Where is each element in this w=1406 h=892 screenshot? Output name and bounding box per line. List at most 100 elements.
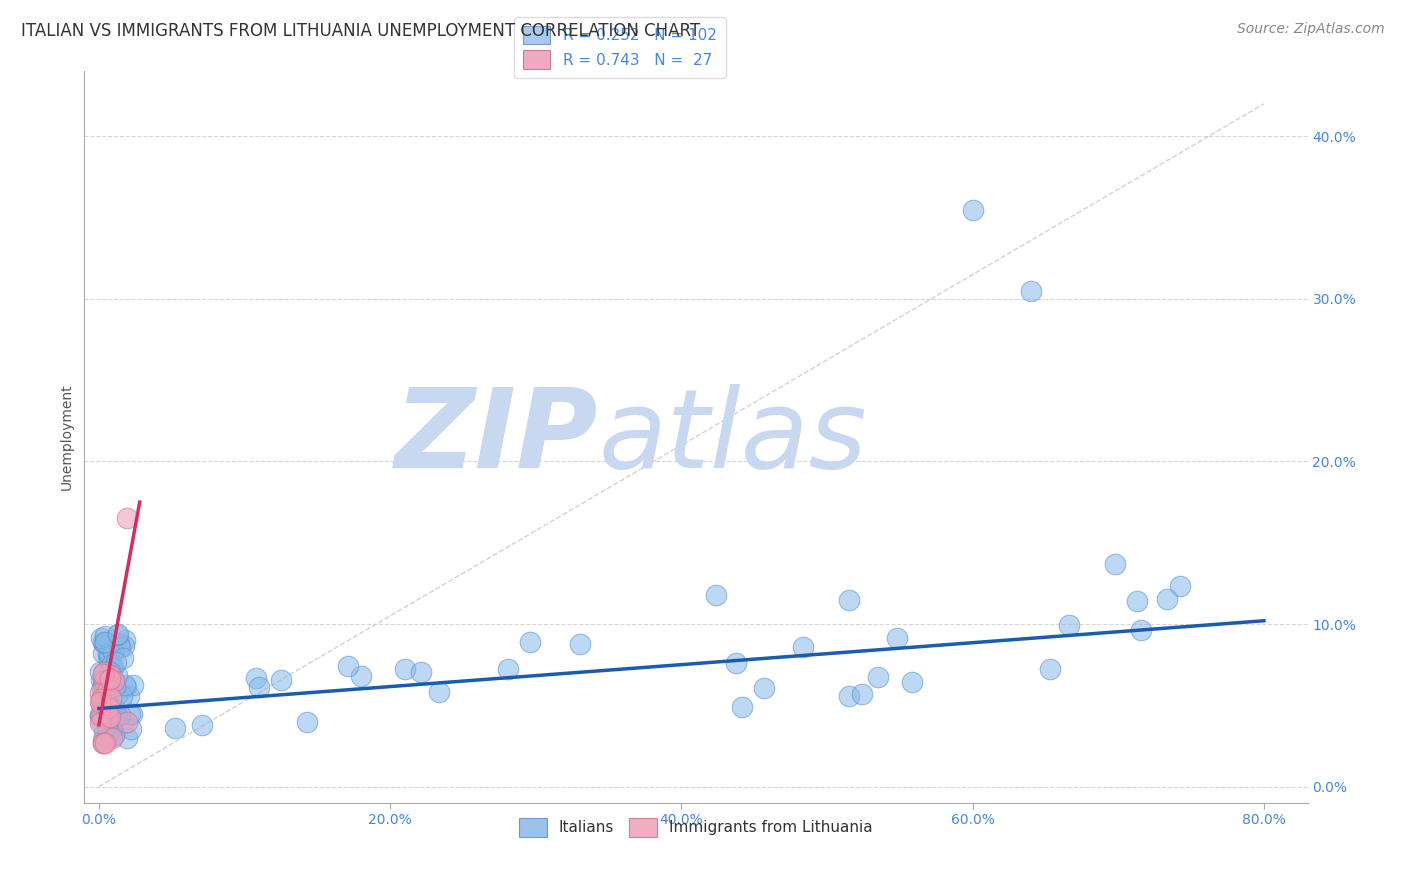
Point [90, 698, 112, 712]
Point [91, 710, 114, 724]
Point [96, 694, 118, 708]
Point [886, 631, 908, 645]
Point [90, 632, 112, 646]
Point [866, 670, 889, 684]
Point [1168, 579, 1191, 593]
Point [89, 686, 111, 700]
Point [91, 733, 114, 747]
Point [96, 681, 118, 696]
Point [98, 665, 121, 680]
Point [107, 626, 129, 640]
Point [96, 679, 118, 693]
Text: ITALIAN VS IMMIGRANTS FROM LITHUANIA UNEMPLOYMENT CORRELATION CHART: ITALIAN VS IMMIGRANTS FROM LITHUANIA UNE… [21, 22, 700, 40]
Point [838, 690, 860, 704]
Text: ZIP: ZIP [395, 384, 598, 491]
Point [792, 640, 814, 655]
Point [110, 640, 132, 655]
Point [89, 715, 111, 730]
Point [98, 709, 121, 723]
Point [94, 629, 117, 643]
Point [98, 650, 121, 665]
Point [270, 673, 292, 687]
Point [100, 657, 122, 672]
Point [115, 731, 138, 746]
Point [104, 702, 127, 716]
Point [100, 731, 122, 746]
Point [90, 709, 112, 723]
Point [91, 635, 114, 649]
Point [118, 706, 141, 721]
Point [98, 646, 121, 660]
Point [731, 700, 754, 714]
Point [105, 655, 128, 669]
Point [94, 701, 117, 715]
Point [89, 709, 111, 723]
Text: Source: ZipAtlas.com: Source: ZipAtlas.com [1237, 22, 1385, 37]
Point [93, 680, 115, 694]
Point [89, 708, 111, 723]
Point [93, 736, 115, 750]
Point [105, 667, 128, 681]
Point [97, 665, 120, 679]
Point [89, 695, 111, 709]
Point [90, 692, 112, 706]
Point [103, 674, 125, 689]
Point [724, 657, 747, 671]
Point [838, 593, 860, 607]
Point [91, 681, 114, 695]
Point [90, 708, 112, 723]
Point [91, 736, 114, 750]
Point [336, 659, 359, 673]
Point [91, 736, 114, 750]
Point [519, 634, 541, 648]
Point [120, 722, 142, 736]
Point [122, 678, 145, 692]
Point [297, 715, 319, 730]
Point [111, 651, 134, 665]
Point [165, 721, 187, 735]
Point [100, 690, 122, 705]
Point [104, 679, 127, 693]
Point [108, 637, 131, 651]
Point [90, 698, 112, 712]
Point [96, 718, 118, 732]
Point [90, 714, 112, 728]
Point [568, 637, 591, 651]
Point [496, 662, 519, 676]
Point [97, 701, 120, 715]
Point [96, 731, 118, 745]
Point [101, 723, 124, 737]
Point [427, 684, 450, 698]
Point [851, 687, 873, 701]
Point [93, 725, 115, 739]
Point [98, 730, 121, 744]
Point [101, 721, 124, 735]
Point [1039, 662, 1062, 676]
Point [94, 673, 117, 687]
Point [350, 669, 373, 683]
Point [105, 628, 128, 642]
Point [98, 668, 121, 682]
Point [114, 680, 136, 694]
Point [962, 202, 984, 217]
Point [91, 688, 114, 702]
Point [118, 690, 141, 704]
Point [97, 647, 120, 661]
Point [752, 681, 775, 695]
Point [89, 665, 111, 679]
Point [115, 511, 138, 525]
Point [706, 588, 728, 602]
Point [91, 646, 114, 660]
Point [100, 703, 122, 717]
Point [94, 675, 117, 690]
Point [247, 680, 270, 694]
Point [245, 671, 267, 685]
Point [91, 677, 114, 691]
Point [93, 666, 115, 681]
Point [97, 652, 120, 666]
Point [90, 673, 112, 687]
Point [394, 662, 416, 676]
Point [1059, 617, 1081, 632]
Point [93, 636, 115, 650]
Point [93, 665, 115, 679]
